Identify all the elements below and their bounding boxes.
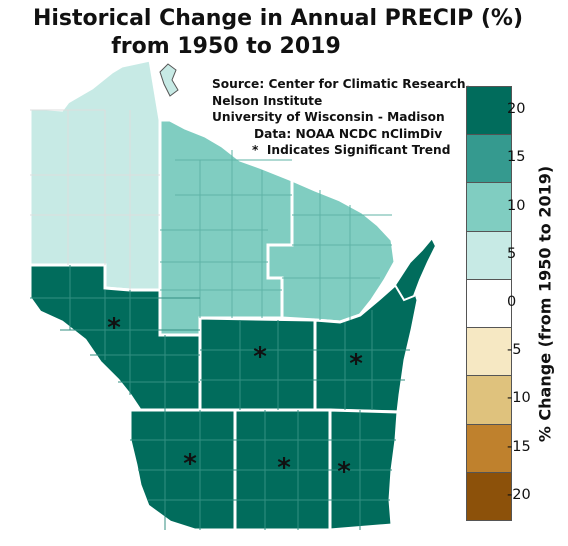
color-legend: [466, 86, 512, 521]
sig-marker-central: *: [253, 342, 267, 372]
legend-tick-label: 5: [507, 245, 517, 262]
source-block: Source: Center for Climatic Research, Ne…: [212, 76, 470, 159]
legend-tick-label: 10: [507, 197, 526, 214]
source-line1: Source: Center for Climatic Research,: [212, 77, 471, 91]
legend-swatch: [466, 182, 512, 232]
legend-tick-label: 15: [507, 149, 526, 166]
county-lines-north: [160, 150, 392, 320]
map-title-line1: Historical Change in Annual PRECIP (%): [32, 6, 524, 31]
apostle-islands: [159, 63, 179, 97]
legend-tick-label: -5: [507, 342, 522, 359]
legend-swatch: [466, 230, 512, 280]
sig-marker-southeast: *: [337, 457, 351, 487]
legend-swatch: [466, 278, 512, 329]
door-peninsula: [393, 236, 438, 302]
county-lines-south: [30, 265, 410, 530]
source-line4: Data: NOAA NCDC nClimDiv: [254, 126, 443, 141]
source-line2: Nelson Institute: [212, 93, 323, 108]
legend-swatch: [466, 86, 512, 136]
map-title-line2: from 1950 to 2019: [111, 34, 341, 59]
legend-swatch: [466, 423, 512, 473]
significance-asterisk: *: [252, 143, 259, 157]
sig-marker-south-central: *: [277, 453, 291, 483]
legend-swatch: [466, 471, 512, 521]
legend-tick-label: -15: [507, 438, 531, 455]
sig-marker-west-central: *: [107, 313, 121, 343]
sig-marker-east-central: *: [349, 349, 363, 379]
county-lines: [30, 109, 160, 290]
significance-note: * Indicates Significant Trend: [212, 142, 470, 159]
sig-marker-southwest: *: [183, 449, 197, 479]
legend-swatch: [466, 375, 512, 425]
legend-tick-label: -20: [507, 486, 531, 503]
legend-swatch: [466, 327, 512, 377]
legend-tick-label: -10: [507, 390, 531, 407]
significance-note-text: Indicates Significant Trend: [266, 143, 451, 157]
legend-title: % Change (from 1950 to 2019): [535, 165, 555, 443]
legend-swatch: [466, 134, 512, 184]
source-line3: University of Wisconsin - Madison: [212, 110, 445, 124]
legend-tick-label: 20: [507, 101, 526, 118]
legend-tick-label: 0: [507, 294, 517, 310]
